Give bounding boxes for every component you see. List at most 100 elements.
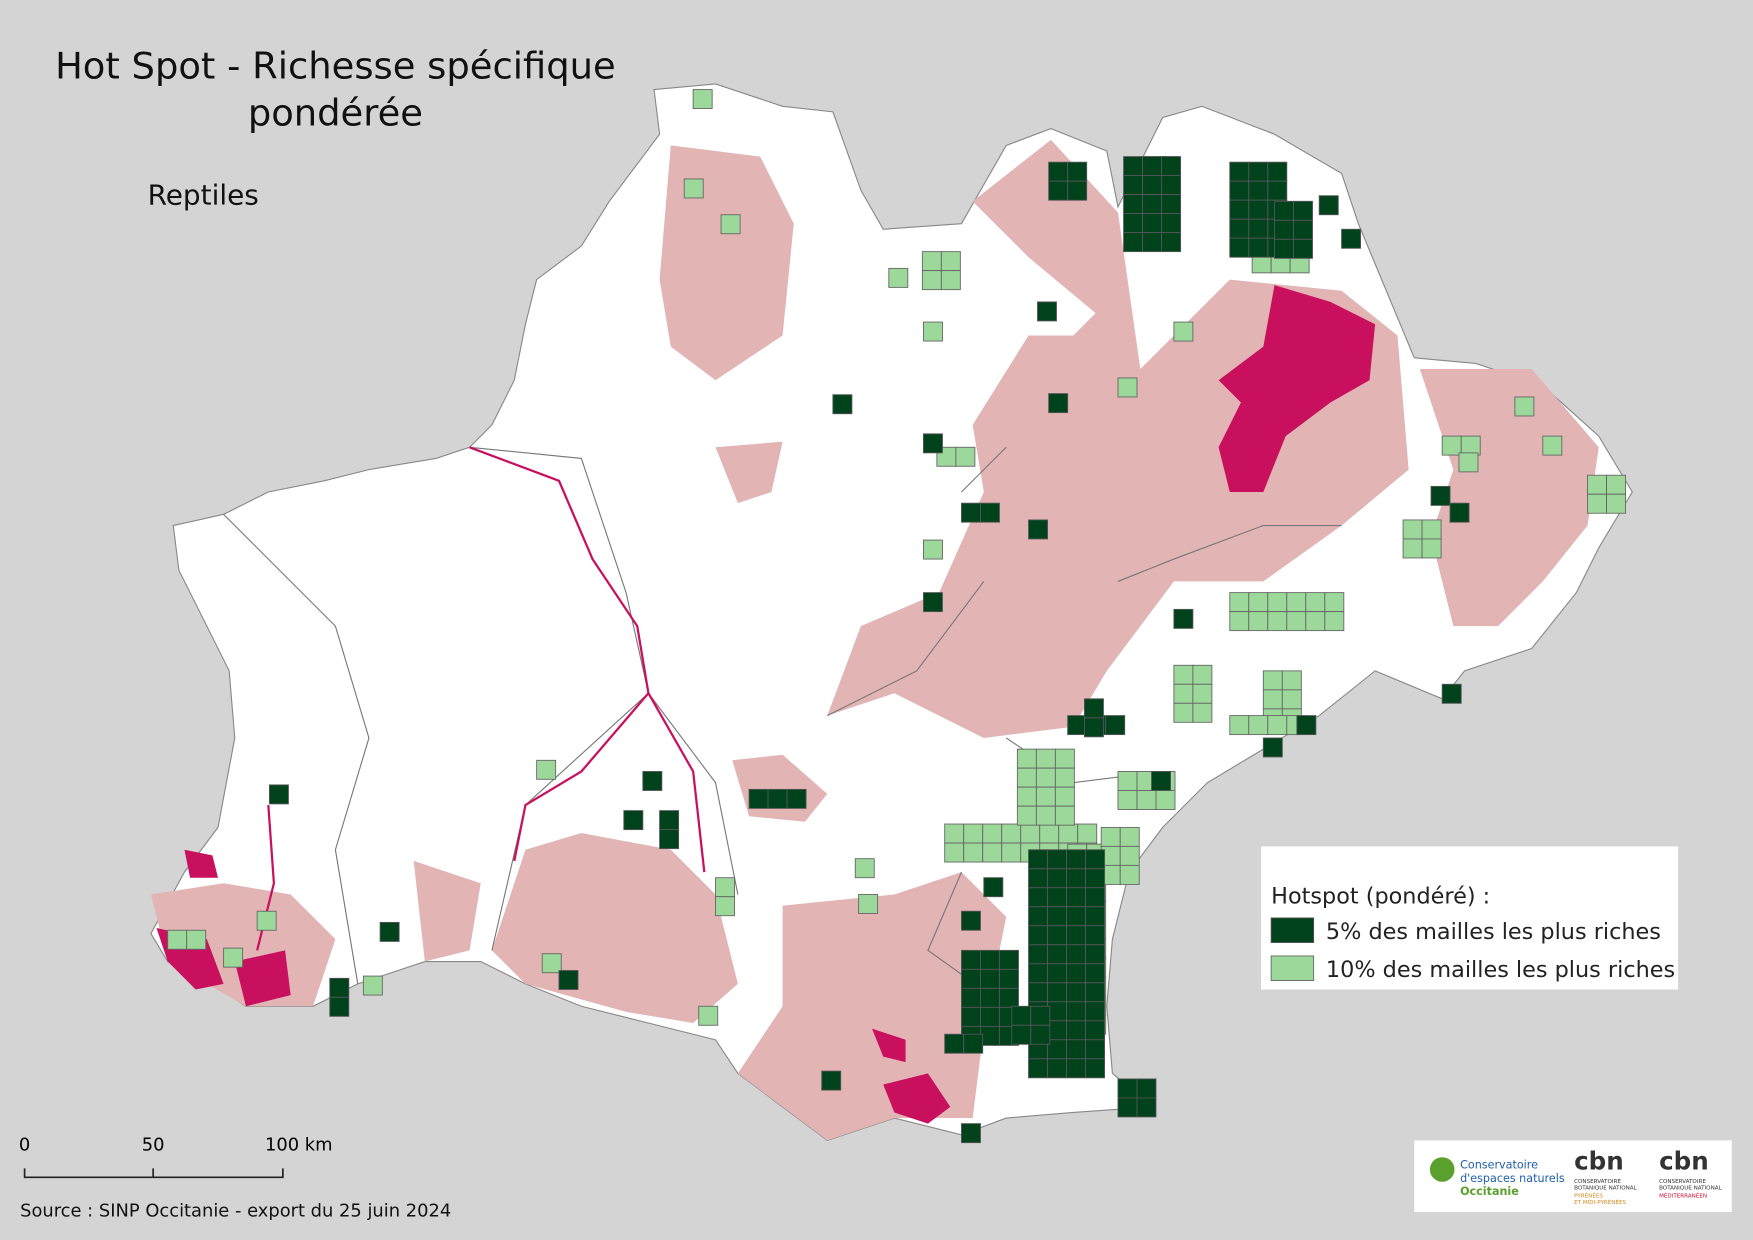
cell-top10 <box>256 910 277 931</box>
cell-top10 <box>1054 805 1075 826</box>
logos: Conservatoire d'espaces naturels Occitan… <box>1414 1140 1732 1212</box>
cell-top5 <box>1441 683 1462 704</box>
cell-top5 <box>1296 715 1317 736</box>
logo-box <box>1414 1140 1732 1212</box>
pink-zone <box>1419 369 1599 627</box>
cell-top5 <box>1028 906 1048 927</box>
cell-top5 <box>961 1006 981 1027</box>
cell-top10 <box>1035 767 1056 788</box>
cell-top10 <box>1117 771 1138 791</box>
cell-top10 <box>1587 474 1607 495</box>
cell-top5 <box>1066 944 1087 965</box>
cell-top10 <box>1001 823 1022 844</box>
cell-top5 <box>1293 219 1313 240</box>
cell-top5 <box>1028 925 1048 946</box>
logo-text: cbn <box>1574 1146 1624 1175</box>
cell-top5 <box>1085 982 1106 1003</box>
cell-top5 <box>1066 1001 1087 1022</box>
cell-top5 <box>1248 199 1269 220</box>
cell-top5 <box>1047 925 1068 946</box>
cell-top10 <box>698 1005 719 1026</box>
cell-top10 <box>1248 611 1269 632</box>
cell-top10 <box>1587 493 1607 514</box>
cell-top10 <box>923 539 943 560</box>
cell-top5 <box>832 394 853 415</box>
logo-text: PYRÉNÉES <box>1574 1191 1603 1199</box>
cell-top10 <box>1458 452 1479 473</box>
cell-top10 <box>1267 715 1288 736</box>
cell-top10 <box>1286 611 1307 632</box>
cell-top5 <box>923 592 943 613</box>
cell-top5 <box>1085 1001 1106 1022</box>
cell-top5 <box>1083 717 1104 738</box>
cell-top5 <box>961 910 981 931</box>
cell-top10 <box>1077 823 1098 844</box>
cell-top5 <box>1248 218 1269 239</box>
cell-top10 <box>1281 670 1302 691</box>
cell-top5 <box>767 788 788 809</box>
cell-top5 <box>1085 1020 1106 1041</box>
scale-bar: 0 50 100 km <box>19 1134 333 1179</box>
scale-line <box>23 1168 284 1179</box>
cell-top5 <box>821 1070 842 1091</box>
cell-top5 <box>1047 906 1068 927</box>
cell-top5 <box>329 977 350 998</box>
cell-top10 <box>1119 826 1140 847</box>
cell-top10 <box>1054 748 1075 769</box>
cell-top5 <box>1123 156 1144 177</box>
cell-top10 <box>921 251 942 272</box>
cell-top5 <box>1047 1039 1068 1060</box>
cell-top10 <box>858 894 879 914</box>
cell-top10 <box>944 842 965 863</box>
cell-top5 <box>961 502 981 523</box>
cell-top5 <box>1318 195 1339 216</box>
cell-top5 <box>1066 868 1087 889</box>
cell-top5 <box>1085 906 1106 927</box>
cell-top5 <box>980 502 1000 523</box>
logo-text: Occitanie <box>1460 1185 1519 1198</box>
cell-top5 <box>999 987 1019 1008</box>
cell-top10 <box>1402 538 1423 559</box>
cell-top10 <box>1016 805 1037 826</box>
cell-top5 <box>1085 1039 1106 1060</box>
cell-top10 <box>1155 790 1176 810</box>
legend-box <box>1261 846 1679 990</box>
region <box>150 83 1633 1144</box>
cell-top5 <box>1066 887 1087 908</box>
magenta-zone <box>883 1073 951 1124</box>
cell-top5 <box>1123 194 1144 215</box>
logo-text: MÉDITERRANÉEN <box>1659 1191 1707 1199</box>
cell-top5 <box>1449 502 1470 523</box>
cell-top5 <box>1274 238 1294 259</box>
pink-zone <box>659 145 794 381</box>
cell-top10 <box>982 842 1003 863</box>
source: Source : SINP Occitanie - export du 25 j… <box>20 1200 451 1221</box>
cell-top10 <box>1035 805 1056 826</box>
cell-top5 <box>1083 698 1104 719</box>
legend-label: 5% des mailles les plus riches <box>1326 919 1661 945</box>
cell-top5 <box>1161 194 1182 215</box>
cell-top5 <box>1066 925 1087 946</box>
cell-top5 <box>1047 887 1068 908</box>
cell-top5 <box>1142 232 1163 253</box>
cell-top5 <box>1011 1024 1032 1045</box>
legend-label: 10% des mailles les plus riches <box>1326 957 1675 983</box>
cell-top5 <box>379 921 400 942</box>
cell-top10 <box>186 929 207 950</box>
logo-text: Conservatoire <box>1460 1158 1538 1171</box>
cell-top5 <box>1142 213 1163 234</box>
cell-top5 <box>1117 1097 1138 1118</box>
cell-top10 <box>720 214 741 235</box>
logo-text: CONSERVATOIRE <box>1659 1179 1706 1185</box>
cell-top10 <box>1248 715 1269 736</box>
cell-top10 <box>1117 377 1138 398</box>
cell-top5 <box>1028 944 1048 965</box>
cell-top10 <box>1173 664 1194 685</box>
cell-top5 <box>944 1033 965 1054</box>
cell-top5 <box>1037 301 1057 322</box>
cell-top10 <box>715 877 735 898</box>
cell-top5 <box>1066 963 1087 984</box>
cell-top10 <box>1229 592 1250 613</box>
cell-top5 <box>999 968 1019 989</box>
